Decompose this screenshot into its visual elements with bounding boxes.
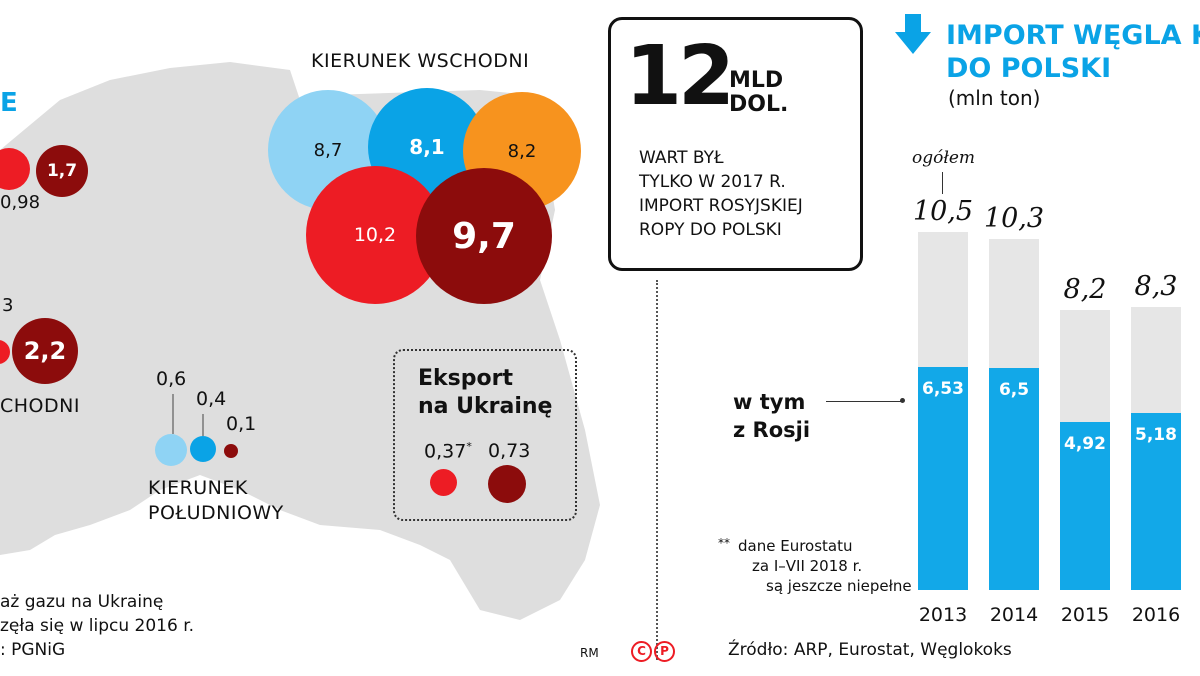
- south-value-04: 0,4: [196, 388, 227, 410]
- copyright-p-icon: P: [654, 641, 675, 662]
- year-label-2014: 2014: [989, 604, 1039, 626]
- year-label-2016: 2016: [1131, 604, 1181, 626]
- bar-russia-label-2016: 5,18: [1135, 425, 1177, 446]
- bubble-south-lightblue: [155, 434, 187, 466]
- russia-label-line1: w tym: [733, 390, 806, 414]
- total-label: ogółem: [912, 148, 976, 168]
- bubble-export-darkred: [488, 465, 526, 503]
- year-label-2015: 2015: [1060, 604, 1110, 626]
- map-title-fragment: E: [0, 88, 18, 118]
- export-value-037-mark: *: [466, 440, 472, 453]
- export-value-073: 0,73: [488, 440, 531, 462]
- bar-russia-2015: [1060, 422, 1110, 590]
- export-box: [393, 349, 577, 521]
- bar-russia-2013: [918, 367, 968, 590]
- bubble-east-red-value: 10,2: [353, 224, 397, 246]
- russia-leader-dot: [900, 398, 905, 403]
- bar-total-label-2016: 8,3: [1134, 271, 1178, 302]
- copyright-c-icon: C: [631, 641, 652, 662]
- dotted-divider: [656, 280, 658, 660]
- bubble-west2-darkred: 2,2: [12, 318, 78, 384]
- year-label-2013: 2013: [918, 604, 968, 626]
- bubble-east-darkred: 9,7: [416, 168, 552, 304]
- copyright-logo: C P: [631, 641, 675, 662]
- export-title-line2: na Ukrainę: [418, 394, 553, 419]
- bubble-export-red: [430, 469, 457, 496]
- chart-title-line2: DO POLSKI: [946, 53, 1112, 84]
- south-leader-lines: [172, 394, 204, 436]
- south-value-01: 0,1: [226, 413, 257, 435]
- callout-text-line4: ROPY DO POLSKI: [639, 220, 782, 240]
- credit-label: RM: [580, 646, 599, 660]
- bar-russia-label-2013: 6,53: [922, 379, 964, 400]
- west-value-3: 3: [2, 295, 14, 316]
- bubble-south-blue: [190, 436, 216, 462]
- callout-text-line3: IMPORT ROSYJSKIEJ: [639, 196, 803, 216]
- bubble-west2-darkred-value: 2,2: [23, 337, 67, 365]
- callout-text-line2: TYLKO W 2017 R.: [639, 172, 786, 192]
- east-title: KIERUNEK WSCHODNI: [311, 50, 530, 72]
- footnote-mark: **: [718, 536, 730, 550]
- callout-unit-line1: MLD: [729, 68, 784, 93]
- note-line1: aż gazu na Ukrainę: [0, 592, 164, 612]
- west-value-098: 0,98: [0, 192, 41, 213]
- export-value-037: 0,37*: [424, 440, 472, 462]
- russia-label-line2: z Rosji: [733, 418, 811, 442]
- bubble-west-darkred-value: 1,7: [46, 161, 78, 181]
- bubble-east-lightblue-value: 8,7: [313, 139, 343, 161]
- region-label-partial: CHODNI: [0, 395, 80, 417]
- bubble-west-darkred: 1,7: [36, 145, 88, 197]
- bubble-east-darkred-value: 9,7: [452, 215, 516, 257]
- chart-title-line1: IMPORT WĘGLA K: [946, 20, 1200, 51]
- callout-box: 12 MLD DOL. WART BYŁ TYLKO W 2017 R. IMP…: [608, 17, 863, 271]
- bar-total-label-2015: 8,2: [1063, 274, 1107, 306]
- callout-text-line1: WART BYŁ: [639, 148, 724, 168]
- bar-russia-2014: [989, 368, 1039, 590]
- bubble-east-orange-value: 8,2: [507, 140, 537, 162]
- footnote-line1: dane Eurostatu: [738, 537, 853, 555]
- note-line3: : PGNiG: [0, 640, 66, 660]
- export-title-line1: Eksport: [418, 366, 513, 391]
- footnote-line3: są jeszcze niepełne: [766, 577, 912, 595]
- source-label: Źródło: ARP, Eurostat, Węglokoks: [728, 640, 1012, 660]
- south-title-line1: KIERUNEK: [148, 477, 248, 499]
- arrow-down-icon: [895, 14, 931, 54]
- bubble-west2-red: [0, 340, 10, 364]
- export-value-037-number: 0,37: [424, 440, 467, 463]
- bar-russia-label-2014: 6,5: [998, 380, 1030, 401]
- south-value-06: 0,6: [156, 368, 187, 390]
- callout-number: 12: [625, 29, 735, 124]
- bubble-south-darkred: [224, 444, 238, 458]
- russia-leader-line: [826, 401, 902, 402]
- south-title-line2: POŁUDNIOWY: [148, 502, 284, 524]
- callout-unit-line2: DOL.: [729, 92, 789, 117]
- bubble-east-blue-value: 8,1: [409, 135, 445, 159]
- bar-total-label-2013: 10,5: [912, 196, 974, 227]
- footnote-line2: za I–VII 2018 r.: [752, 557, 863, 575]
- note-line2: zęła się w lipcu 2016 r.: [0, 616, 195, 636]
- bar-total-label-2014: 10,3: [983, 202, 1045, 234]
- bar-russia-label-2015: 4,92: [1064, 434, 1106, 455]
- total-leader-line: [942, 172, 943, 194]
- bar-russia-2016: [1131, 413, 1181, 590]
- chart-unit: (mln ton): [948, 86, 1041, 110]
